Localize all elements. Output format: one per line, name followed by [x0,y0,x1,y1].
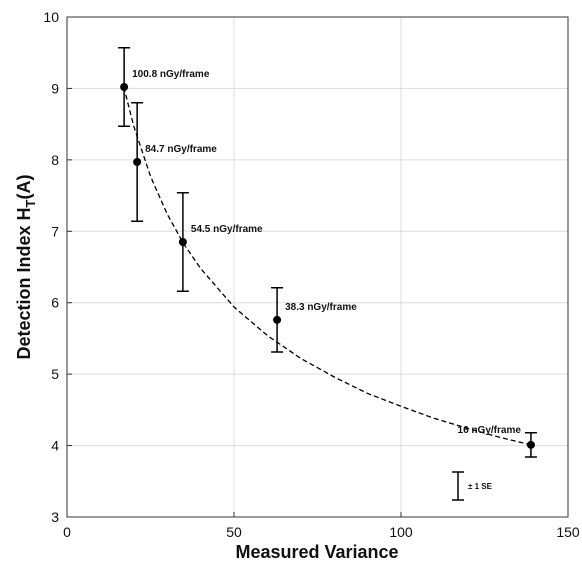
data-point [178,238,187,246]
data-label: 38.3 nGy/frame [285,302,357,313]
x-tick-label: 0 [63,524,71,540]
se-key [452,471,464,501]
x-axis-title: Measured Variance [235,542,398,562]
y-tick-label: 8 [51,152,59,168]
data-point [273,315,282,324]
plot-frame [66,16,569,518]
data-point [526,440,535,449]
x-tick-label: 50 [226,524,242,540]
y-title-rest: (A) [14,175,34,200]
y-title-sub: T [23,199,38,207]
data-label: 16 nGy/frame [458,425,522,436]
y-tick-label: 6 [51,295,59,311]
y-tick-label: 3 [51,509,59,525]
y-tick-label: 10 [43,9,59,25]
data-point [120,83,129,91]
x-tick-label: 100 [389,524,413,540]
y-tick-label: 7 [51,223,59,239]
y-axis-title: Detection Index HT(A) [14,175,38,360]
y-title-main: Detection Index H [14,207,34,359]
y-tick-label: 9 [51,80,59,96]
data-label: 84.7 nGy/frame [145,144,217,155]
fit-line [123,86,532,446]
data-label: 100.8 nGy/frame [132,69,210,80]
y-tick-label: 4 [51,438,59,454]
x-tick-label: 150 [556,524,580,540]
data-point [133,158,142,166]
y-tick-label: 5 [51,366,59,382]
data-label: 54.5 nGy/frame [191,224,263,235]
se-key-label: ± 1 SE [468,482,493,491]
